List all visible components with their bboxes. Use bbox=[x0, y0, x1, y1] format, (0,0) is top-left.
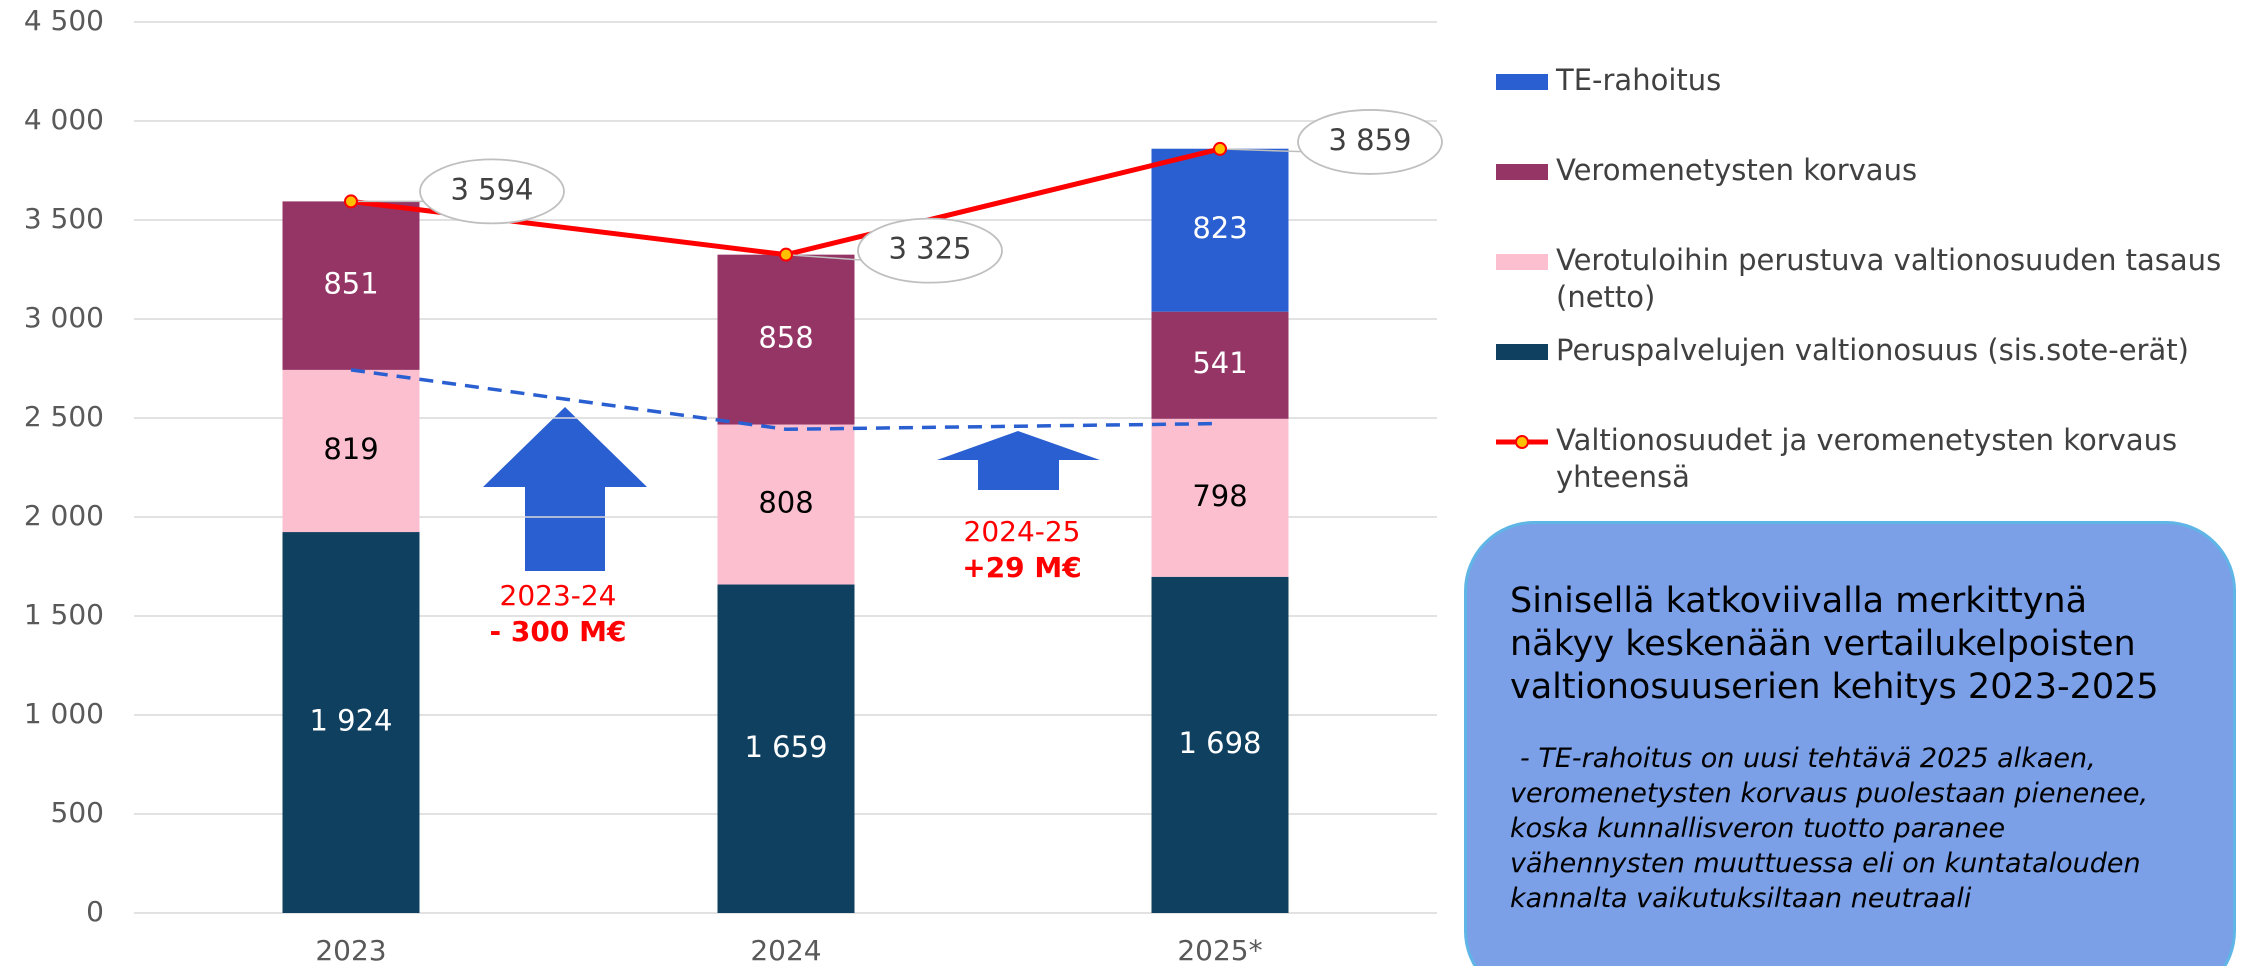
data-label: 798 bbox=[1192, 479, 1247, 513]
legend-swatch bbox=[1496, 434, 1548, 450]
legend-label: TE-rahoitus bbox=[1556, 63, 1722, 97]
legend-label: Verotuloihin perustuva valtionosuuden ta… bbox=[1556, 243, 2222, 314]
info-title-line: näkyy keskenään vertailukelpoisten bbox=[1510, 624, 2136, 664]
legend-item: Verotuloihin perustuva valtionosuuden ta… bbox=[1496, 242, 2236, 316]
y-tick-label: 1 500 bbox=[24, 598, 104, 631]
line-label: 3 594 bbox=[450, 172, 533, 206]
data-label: 858 bbox=[758, 321, 813, 355]
line-label: 3 325 bbox=[888, 232, 971, 266]
info-title-line: Sinisellä katkoviivalla merkittynä bbox=[1510, 581, 2088, 621]
bar-segment bbox=[717, 254, 855, 425]
info-body-line: koska kunnallisveron tuotto paranee bbox=[1510, 813, 2006, 844]
annotation-change: +29 M€ bbox=[962, 551, 1082, 584]
y-tick-label: 1 000 bbox=[24, 697, 104, 730]
arrow bbox=[937, 431, 1100, 490]
data-label: 808 bbox=[758, 486, 813, 520]
data-label: 851 bbox=[323, 267, 378, 301]
legend-label: Veromenetysten korvaus bbox=[1556, 153, 1918, 187]
data-label: 823 bbox=[1192, 211, 1247, 245]
info-box: Sinisellä katkoviivalla merkittynä näkyy … bbox=[1464, 521, 2236, 966]
callout bbox=[419, 158, 565, 225]
x-tick-label: 2023 bbox=[315, 934, 386, 966]
legend-item: Peruspalvelujen valtionosuus (sis.sote-e… bbox=[1496, 332, 2236, 369]
legend-swatch bbox=[1496, 164, 1548, 180]
y-tick-label: 4 500 bbox=[24, 4, 104, 37]
callout-leader bbox=[785, 253, 871, 262]
callout-leader bbox=[1219, 148, 1311, 153]
info-body-line: vähennysten muuttuessa eli on kuntatalou… bbox=[1510, 848, 2141, 879]
legend-label: Valtionosuudet ja veromenetysten korvaus… bbox=[1556, 423, 2178, 494]
x-tick-label: 2025* bbox=[1177, 934, 1262, 966]
line-label: 3 859 bbox=[1328, 123, 1411, 157]
line-marker bbox=[779, 247, 793, 262]
callout bbox=[1297, 109, 1443, 175]
legend-label: Peruspalvelujen valtionosuus (sis.sote-e… bbox=[1556, 333, 2189, 367]
y-tick-label: 4 000 bbox=[24, 103, 104, 136]
y-tick-label: 3 000 bbox=[24, 301, 104, 334]
dashed-line bbox=[350, 368, 1221, 432]
bar-segment bbox=[1151, 311, 1289, 419]
legend-marker bbox=[1515, 435, 1529, 449]
bar-segment bbox=[1151, 148, 1289, 312]
legend-item: Veromenetysten korvaus bbox=[1496, 152, 2236, 189]
info-title-line: valtionosuuserien kehitys 2023-2025 bbox=[1510, 667, 2159, 707]
data-label: 819 bbox=[323, 432, 378, 466]
chart: 0 500 1 000 1 500 2 000 2 500 3 000 3 500 4 000 4… bbox=[24, 4, 1443, 966]
data-label: 1 698 bbox=[1178, 726, 1261, 760]
bar-segment bbox=[1151, 576, 1289, 913]
y-tick-label: 2 000 bbox=[24, 499, 104, 532]
line-marker bbox=[344, 194, 358, 209]
legend-line bbox=[1496, 435, 1548, 449]
legend-swatch bbox=[1496, 74, 1548, 90]
callout bbox=[857, 217, 1003, 284]
data-label: 1 924 bbox=[309, 704, 392, 738]
x-tick-label: 2024 bbox=[750, 934, 821, 966]
y-tick-label: 2 500 bbox=[24, 400, 104, 433]
bar-segment bbox=[717, 424, 855, 585]
annotation-period: 2024-25 bbox=[964, 515, 1081, 548]
info-title: Sinisellä katkoviivalla merkittynä näkyy … bbox=[1510, 580, 2193, 709]
legend-swatch bbox=[1496, 344, 1548, 360]
info-body: - TE-rahoitus on uusi tehtävä 2025 alkae… bbox=[1510, 741, 2193, 916]
y-tick-label: 3 500 bbox=[24, 202, 104, 235]
info-body-line: - TE-rahoitus on uusi tehtävä 2025 alkae… bbox=[1520, 743, 2096, 774]
y-tick-label: 0 bbox=[86, 895, 104, 928]
annotation-period: 2023-24 bbox=[500, 579, 617, 612]
bar-segment bbox=[282, 201, 420, 370]
info-body-line: kannalta vaikutuksiltaan neutraali bbox=[1510, 883, 1972, 914]
data-label: 1 659 bbox=[744, 730, 827, 764]
info-body-line: veromenetysten korvaus puolestaan pienen… bbox=[1510, 778, 2149, 809]
bar-segment bbox=[282, 369, 420, 533]
legend-item: Valtionosuudet ja veromenetysten korvaus… bbox=[1496, 422, 2236, 496]
data-label: 541 bbox=[1192, 346, 1247, 380]
y-tick-label: 500 bbox=[51, 796, 104, 829]
legend-swatch bbox=[1496, 254, 1548, 270]
bar-segment bbox=[717, 584, 855, 913]
bar-segment bbox=[1151, 418, 1289, 577]
annotation-change: - 300 M€ bbox=[490, 615, 627, 648]
bar-segment bbox=[282, 532, 420, 913]
arrow bbox=[483, 407, 647, 571]
legend-item: TE-rahoitus bbox=[1496, 62, 2236, 99]
line-marker bbox=[1213, 141, 1227, 156]
